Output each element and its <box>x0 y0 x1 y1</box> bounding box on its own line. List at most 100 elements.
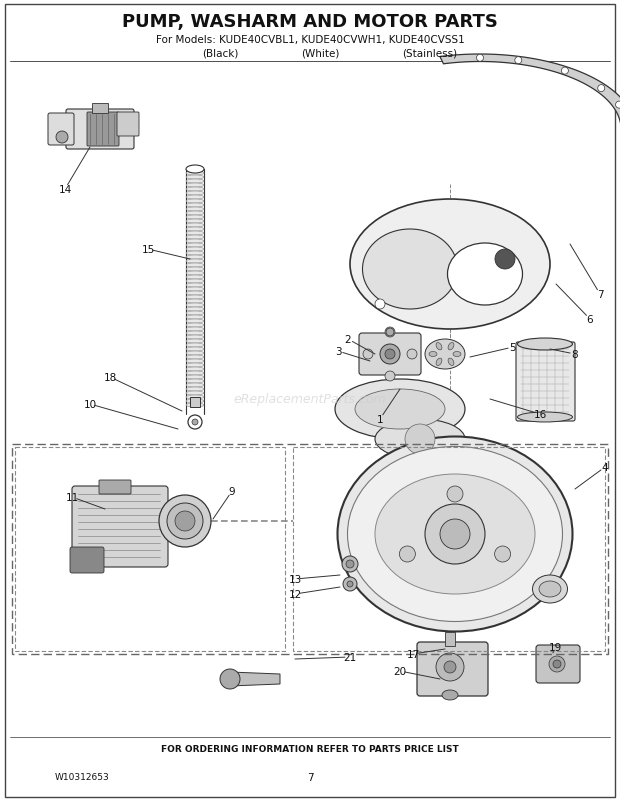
Text: 7: 7 <box>596 290 603 300</box>
Bar <box>445 632 455 646</box>
Ellipse shape <box>186 166 204 174</box>
Text: eReplacementParts.com: eReplacementParts.com <box>234 393 386 406</box>
Text: 5: 5 <box>510 342 516 353</box>
Text: 20: 20 <box>394 666 407 676</box>
Circle shape <box>425 504 485 565</box>
Ellipse shape <box>186 228 204 232</box>
FancyBboxPatch shape <box>48 114 74 146</box>
Ellipse shape <box>350 200 550 330</box>
Ellipse shape <box>186 399 204 403</box>
Ellipse shape <box>347 447 562 622</box>
Ellipse shape <box>186 403 204 407</box>
Circle shape <box>399 546 415 562</box>
Ellipse shape <box>186 331 204 335</box>
Ellipse shape <box>186 343 204 347</box>
Text: W10312653: W10312653 <box>55 772 110 781</box>
Ellipse shape <box>186 280 204 284</box>
Ellipse shape <box>186 276 204 280</box>
Bar <box>92 104 108 114</box>
Circle shape <box>56 132 68 144</box>
Ellipse shape <box>186 172 204 176</box>
Ellipse shape <box>186 244 204 248</box>
Ellipse shape <box>518 412 572 423</box>
FancyBboxPatch shape <box>117 113 139 137</box>
Circle shape <box>477 55 484 63</box>
Text: 21: 21 <box>343 652 356 662</box>
Bar <box>190 398 200 407</box>
Ellipse shape <box>186 236 204 240</box>
Ellipse shape <box>186 272 204 276</box>
Text: (Black): (Black) <box>202 48 238 58</box>
Ellipse shape <box>186 379 204 383</box>
Ellipse shape <box>425 339 465 370</box>
Text: 9: 9 <box>229 486 236 496</box>
Text: 15: 15 <box>141 245 154 255</box>
Circle shape <box>405 424 435 455</box>
FancyBboxPatch shape <box>99 480 131 494</box>
Ellipse shape <box>518 338 572 350</box>
FancyBboxPatch shape <box>70 547 104 573</box>
Circle shape <box>175 512 195 532</box>
Circle shape <box>561 68 569 75</box>
Ellipse shape <box>186 355 204 359</box>
Circle shape <box>346 561 354 569</box>
Text: 13: 13 <box>288 574 301 585</box>
Ellipse shape <box>429 352 437 357</box>
Ellipse shape <box>186 284 204 288</box>
Ellipse shape <box>186 347 204 351</box>
Ellipse shape <box>335 379 465 439</box>
Ellipse shape <box>186 240 204 244</box>
Circle shape <box>347 581 353 587</box>
Ellipse shape <box>186 312 204 316</box>
Polygon shape <box>230 672 280 687</box>
Bar <box>293 448 605 651</box>
Ellipse shape <box>186 220 204 224</box>
Ellipse shape <box>539 581 561 597</box>
Circle shape <box>436 653 464 681</box>
Circle shape <box>553 660 561 668</box>
Circle shape <box>385 327 395 338</box>
Ellipse shape <box>186 292 204 296</box>
Circle shape <box>495 249 515 269</box>
Ellipse shape <box>186 256 204 260</box>
Text: (Stainless): (Stainless) <box>402 48 458 58</box>
Ellipse shape <box>337 437 572 632</box>
Circle shape <box>515 58 522 65</box>
Ellipse shape <box>186 288 204 292</box>
Circle shape <box>495 546 511 562</box>
Text: 1: 1 <box>377 415 383 424</box>
Circle shape <box>385 350 395 359</box>
Circle shape <box>167 504 203 539</box>
Text: 17: 17 <box>406 649 420 659</box>
Ellipse shape <box>186 196 204 200</box>
Text: For Models: KUDE40CVBL1, KUDE40CVWH1, KUDE40CVSS1: For Models: KUDE40CVBL1, KUDE40CVWH1, KU… <box>156 35 464 45</box>
Ellipse shape <box>186 395 204 399</box>
Ellipse shape <box>453 352 461 357</box>
Ellipse shape <box>442 691 458 700</box>
Ellipse shape <box>186 391 204 395</box>
Ellipse shape <box>186 375 204 379</box>
FancyBboxPatch shape <box>87 113 119 147</box>
Ellipse shape <box>186 316 204 320</box>
Circle shape <box>447 486 463 502</box>
Ellipse shape <box>186 387 204 391</box>
Circle shape <box>407 350 417 359</box>
Ellipse shape <box>186 204 204 208</box>
Text: 14: 14 <box>58 184 72 195</box>
Circle shape <box>188 415 202 429</box>
Ellipse shape <box>186 264 204 268</box>
Circle shape <box>159 496 211 547</box>
FancyBboxPatch shape <box>417 642 488 696</box>
Polygon shape <box>440 55 620 124</box>
Ellipse shape <box>355 390 445 429</box>
Ellipse shape <box>186 260 204 264</box>
Text: 6: 6 <box>587 314 593 325</box>
Ellipse shape <box>186 188 204 192</box>
Circle shape <box>444 661 456 673</box>
Text: 19: 19 <box>548 642 562 652</box>
Circle shape <box>386 329 394 337</box>
FancyBboxPatch shape <box>536 645 580 683</box>
Bar <box>12 444 608 654</box>
Text: FOR ORDERING INFORMATION REFER TO PARTS PRICE LIST: FOR ORDERING INFORMATION REFER TO PARTS … <box>161 744 459 754</box>
Ellipse shape <box>186 268 204 272</box>
